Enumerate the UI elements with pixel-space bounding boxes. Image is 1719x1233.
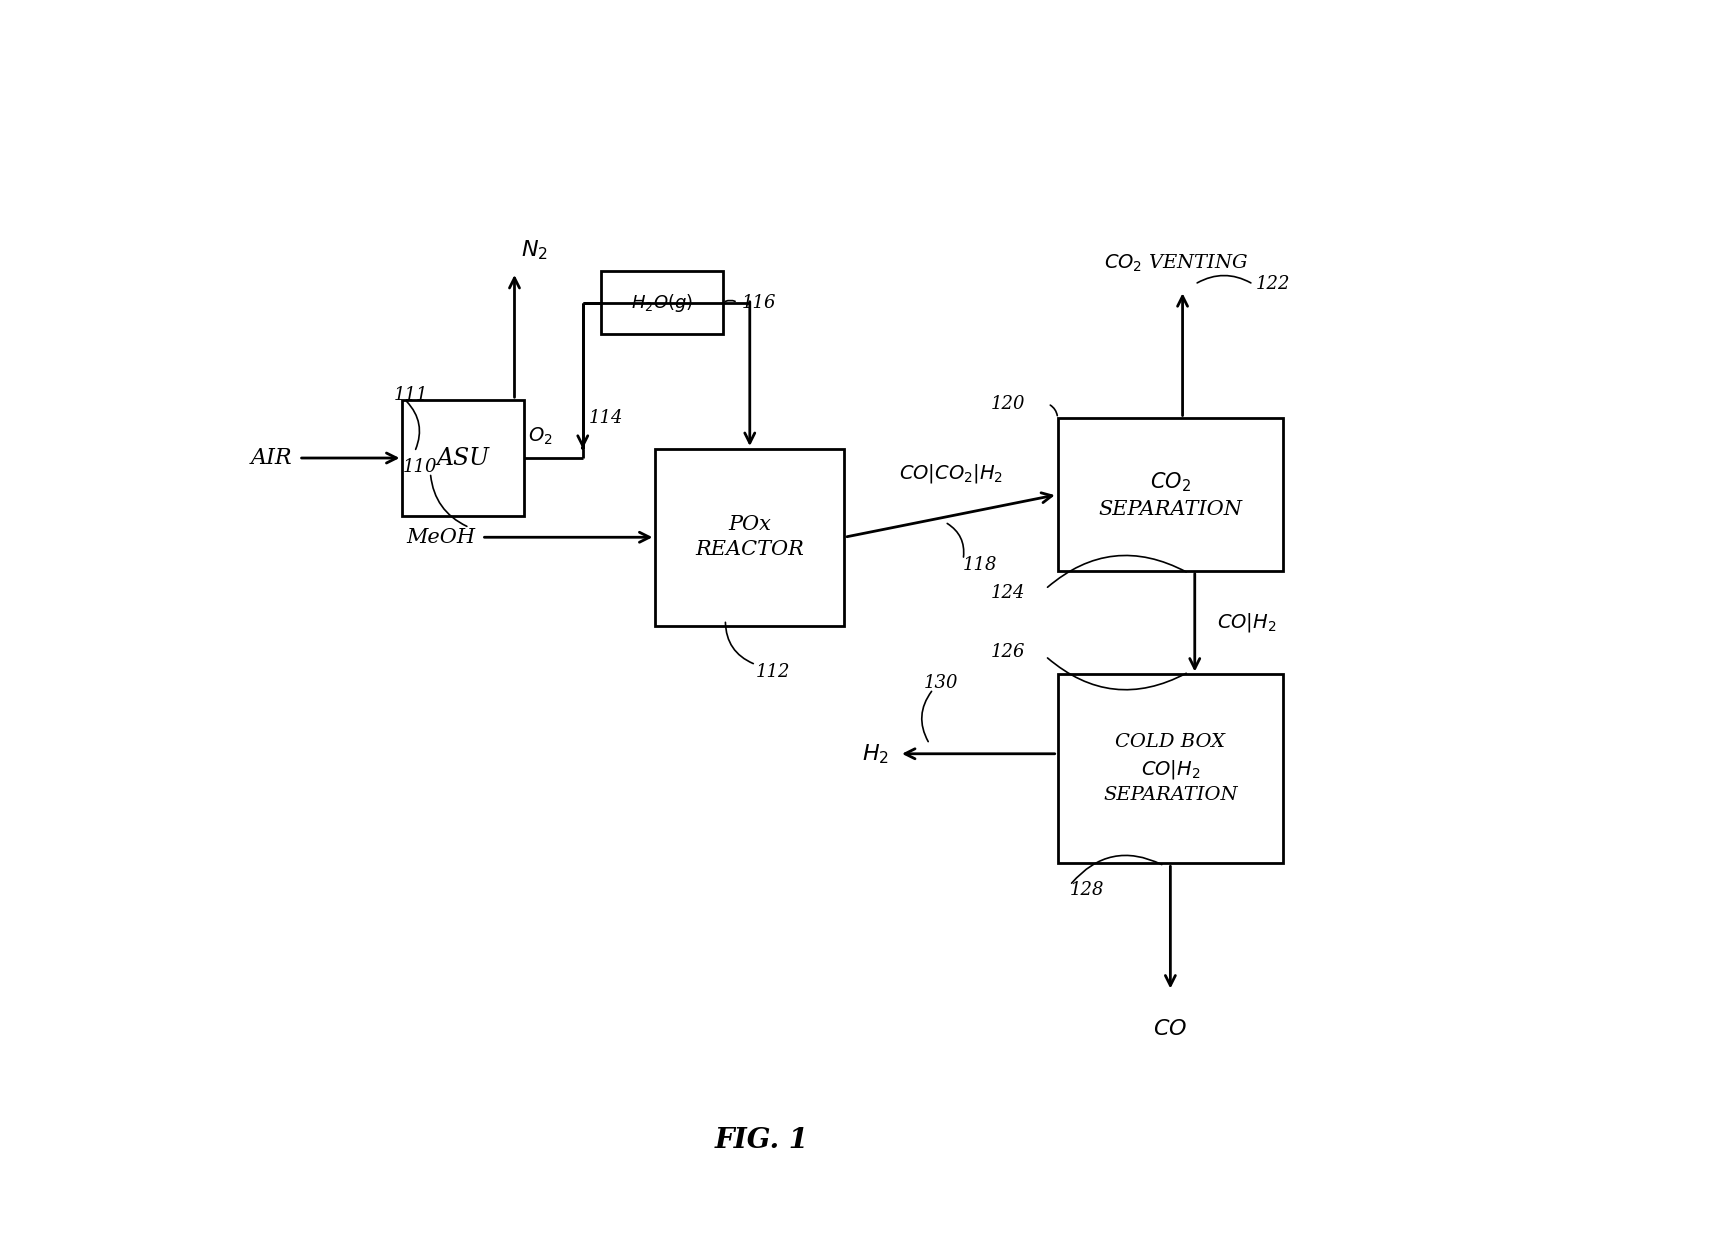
Text: COLD BOX
$CO|H_2$
SEPARATION: COLD BOX $CO|H_2$ SEPARATION <box>1104 734 1238 804</box>
Text: 126: 126 <box>990 644 1025 661</box>
Text: $CO_2$ VENTING: $CO_2$ VENTING <box>1104 253 1248 274</box>
Bar <box>655 449 844 625</box>
Text: POx
REACTOR: POx REACTOR <box>696 515 804 560</box>
Bar <box>1057 674 1282 863</box>
Text: $O_2$: $O_2$ <box>528 425 552 446</box>
Text: 111: 111 <box>394 386 428 403</box>
Text: 122: 122 <box>1255 275 1291 293</box>
Text: 120: 120 <box>990 395 1025 413</box>
Text: $CO|CO_2|H_2$: $CO|CO_2|H_2$ <box>899 461 1004 485</box>
Text: ASU: ASU <box>437 446 490 470</box>
Text: 112: 112 <box>756 663 791 681</box>
Text: $H_2$: $H_2$ <box>863 742 889 766</box>
Bar <box>1057 418 1282 571</box>
Text: AIR: AIR <box>251 448 292 469</box>
Text: FIG. 1: FIG. 1 <box>715 1127 810 1154</box>
Text: $N_2$: $N_2$ <box>521 238 547 261</box>
Text: 118: 118 <box>963 556 997 573</box>
Text: $CO|H_2$: $CO|H_2$ <box>1217 612 1275 634</box>
Text: 110: 110 <box>402 457 437 476</box>
Text: 124: 124 <box>990 583 1025 602</box>
Text: $CO_2$
SEPARATION: $CO_2$ SEPARATION <box>1098 470 1243 519</box>
Text: 128: 128 <box>1069 882 1104 899</box>
Text: $CO$: $CO$ <box>1153 1018 1188 1041</box>
Text: $H_2O(g)$: $H_2O(g)$ <box>631 291 693 313</box>
Text: 130: 130 <box>923 674 957 692</box>
Bar <box>402 399 524 515</box>
Text: MeOH: MeOH <box>406 528 476 546</box>
Bar <box>602 271 724 334</box>
Text: 114: 114 <box>590 409 624 428</box>
Text: 116: 116 <box>741 293 775 312</box>
